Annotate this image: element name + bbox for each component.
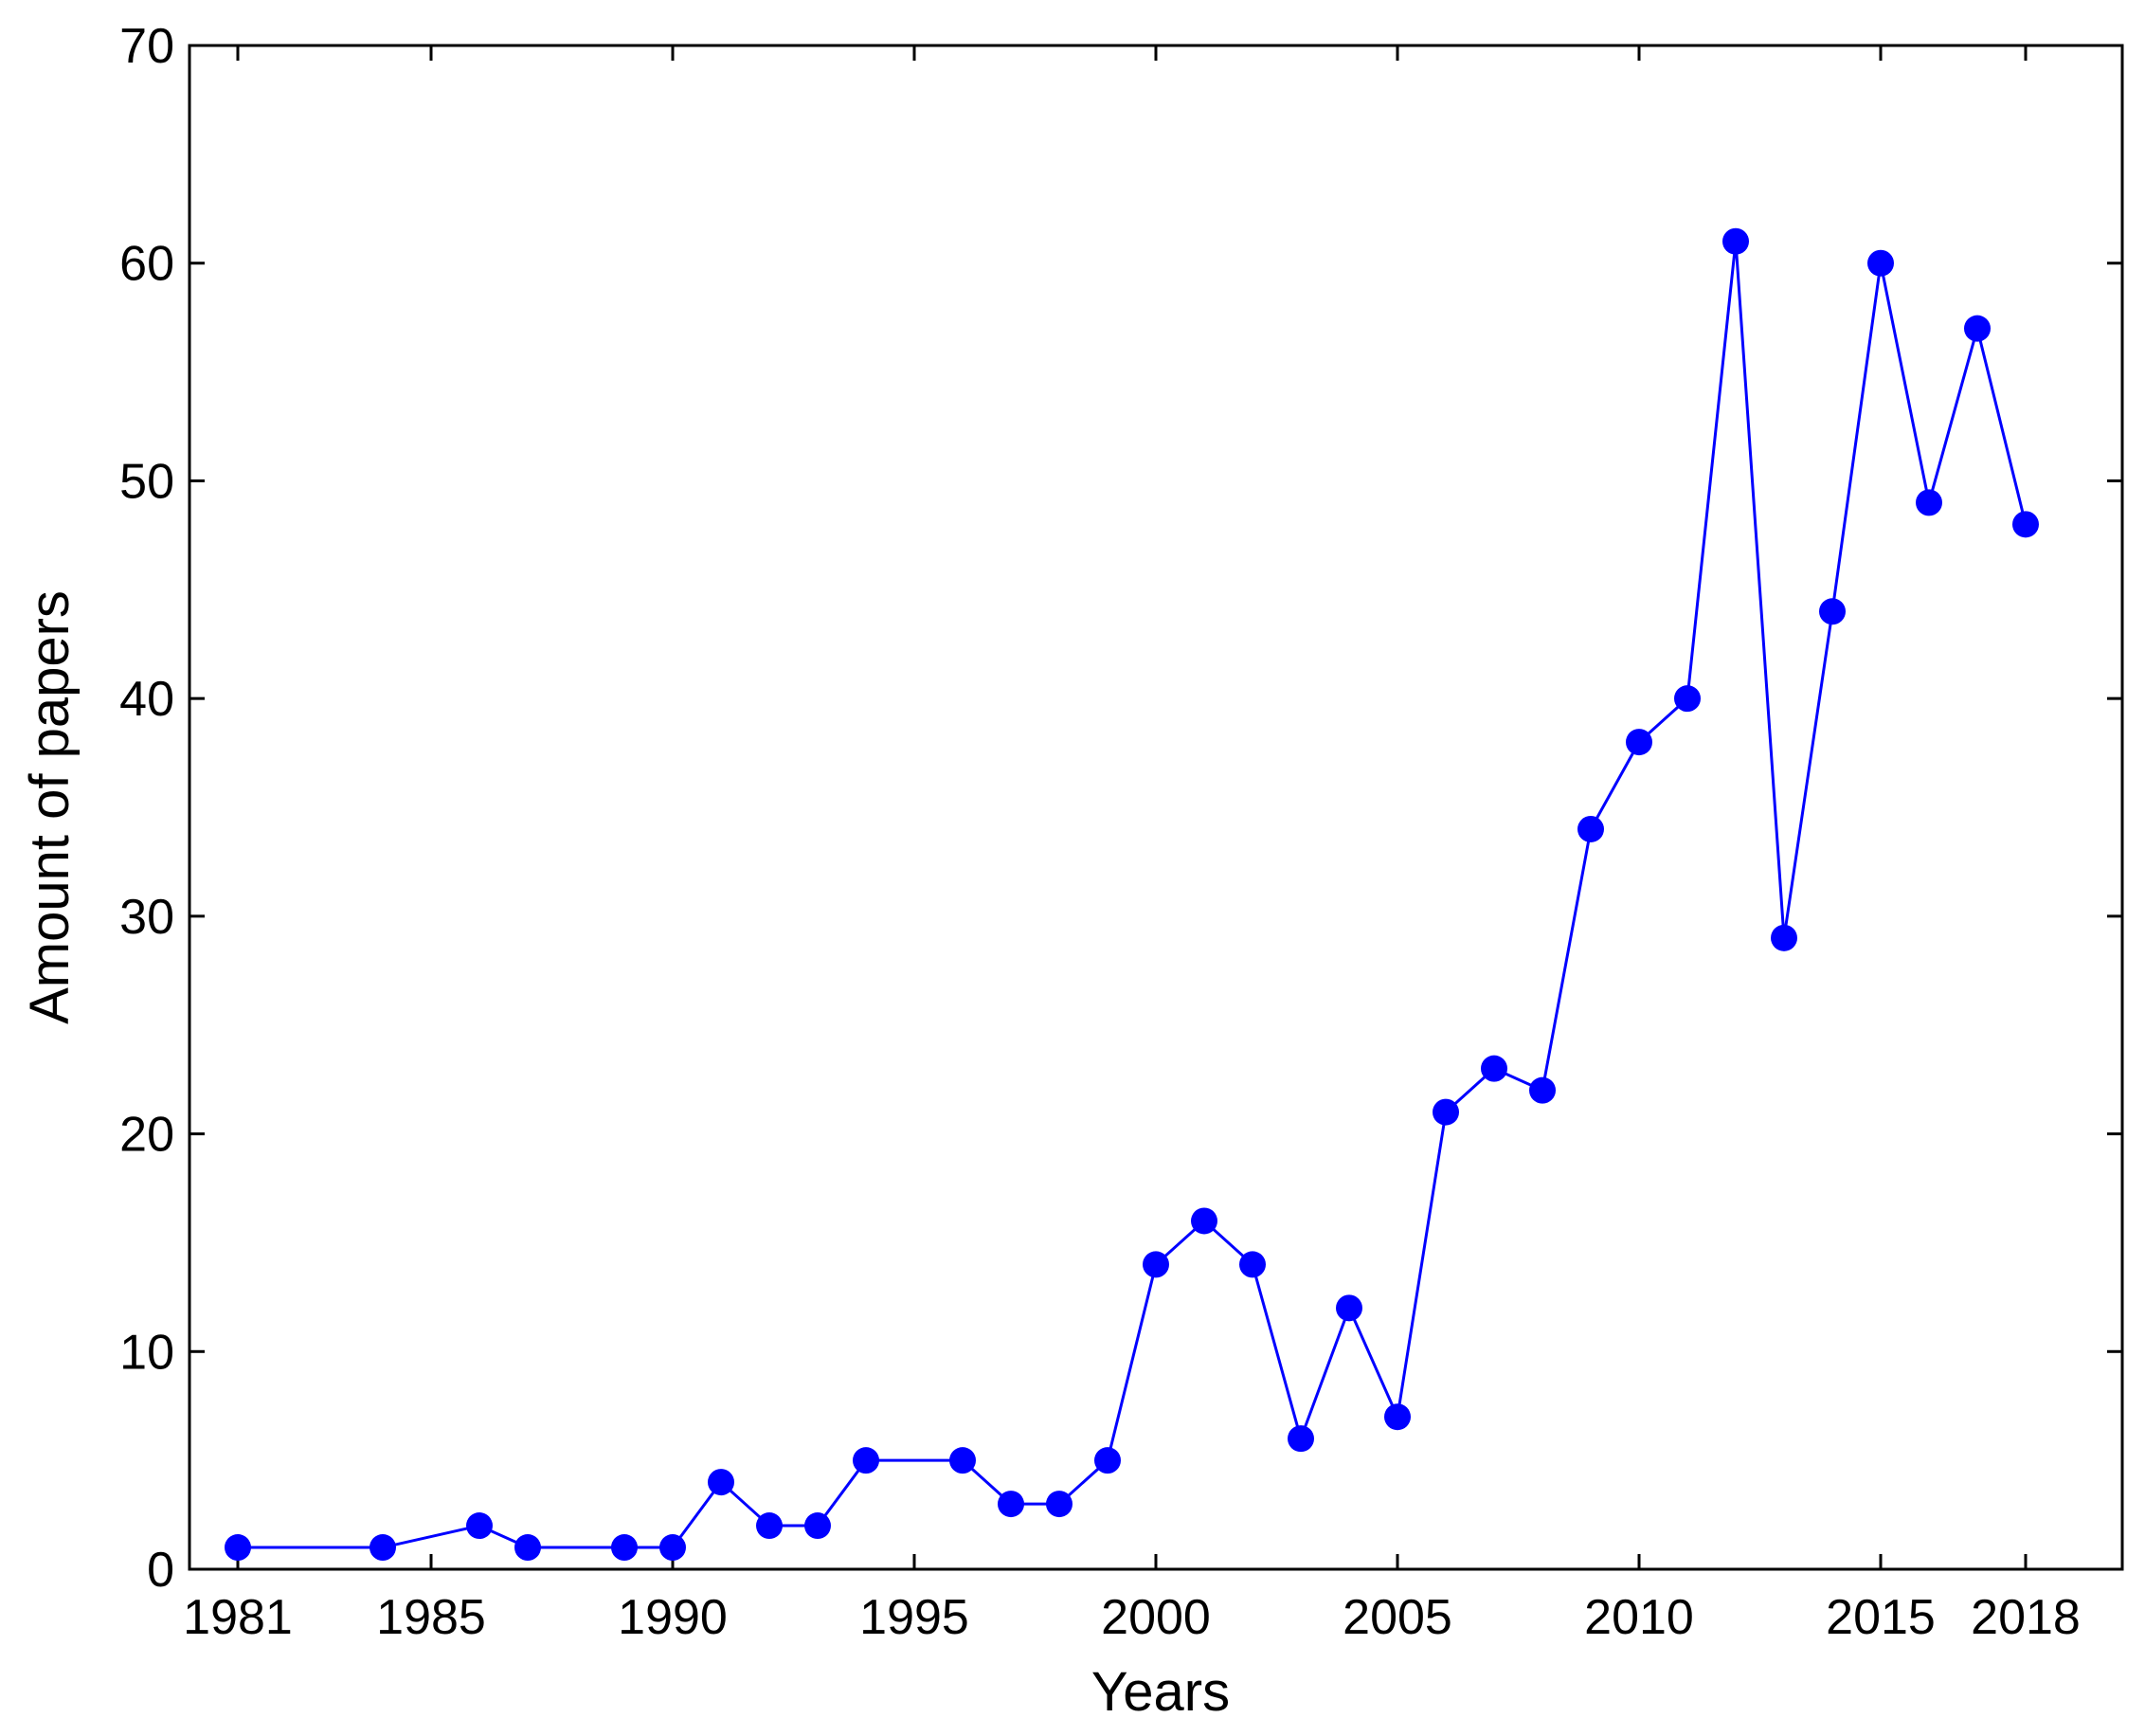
data-point xyxy=(1529,1076,1556,1104)
y-tick-label: 60 xyxy=(119,237,174,292)
data-point xyxy=(1336,1294,1362,1322)
plot-area xyxy=(188,44,2124,1571)
x-axis: 1981 1985 1990 1995 2000 2005 2010 2015 2018 xyxy=(183,45,2081,1645)
y-tick-label: 70 xyxy=(119,19,174,74)
data-point xyxy=(708,1469,734,1496)
x-tick-label: 1985 xyxy=(376,1590,486,1645)
data-point xyxy=(1964,315,1991,342)
y-axis-label: Amount of papers xyxy=(19,590,81,1024)
data-point xyxy=(1046,1491,1072,1518)
data-point xyxy=(225,1534,251,1562)
plot-frame xyxy=(188,44,2124,1571)
data-point xyxy=(1819,598,1846,625)
data-point xyxy=(804,1512,831,1540)
x-tick-label: 2010 xyxy=(1584,1590,1694,1645)
x-tick-label: 2005 xyxy=(1343,1590,1452,1645)
data-point xyxy=(1433,1098,1459,1126)
data-point xyxy=(1916,489,1942,516)
data-point xyxy=(1722,227,1749,255)
data-point xyxy=(998,1491,1024,1518)
x-tick-label: 2015 xyxy=(1826,1590,1936,1645)
data-point xyxy=(1674,685,1701,713)
series-layer xyxy=(225,227,2039,1562)
data-point xyxy=(659,1534,686,1562)
y-tick-label: 10 xyxy=(119,1325,174,1380)
x-tick-label: 1995 xyxy=(859,1590,969,1645)
y-tick-label: 50 xyxy=(119,454,174,509)
data-point xyxy=(1191,1207,1217,1235)
data-point xyxy=(2012,511,2039,538)
x-tick-label: 2000 xyxy=(1101,1590,1211,1645)
data-point xyxy=(1771,924,1797,951)
data-point xyxy=(853,1447,879,1474)
x-axis-label: Years xyxy=(1091,1661,1230,1723)
y-tick-label: 0 xyxy=(147,1543,174,1598)
data-point xyxy=(756,1512,783,1540)
x-tick-label: 1981 xyxy=(183,1590,293,1645)
data-point xyxy=(1143,1251,1169,1278)
y-tick-label: 30 xyxy=(119,890,174,945)
data-point xyxy=(1481,1055,1507,1082)
x-tick-label: 1990 xyxy=(618,1590,728,1645)
data-point xyxy=(949,1447,976,1474)
data-point xyxy=(466,1512,493,1540)
series-line xyxy=(238,241,2028,1549)
data-point xyxy=(514,1534,541,1562)
data-point xyxy=(1577,815,1604,842)
data-point xyxy=(1867,249,1894,277)
y-tick-label: 40 xyxy=(119,672,174,727)
y-axis: 0 10 20 30 40 50 60 70 xyxy=(119,19,2122,1598)
data-point xyxy=(370,1534,396,1562)
y-tick-label: 20 xyxy=(119,1108,174,1163)
data-point xyxy=(1239,1251,1266,1278)
data-point xyxy=(1626,729,1652,756)
data-point xyxy=(1384,1403,1411,1431)
data-point xyxy=(1288,1425,1314,1453)
data-point xyxy=(1094,1447,1121,1474)
data-point xyxy=(611,1534,638,1562)
x-tick-label: 2018 xyxy=(1971,1590,2081,1645)
